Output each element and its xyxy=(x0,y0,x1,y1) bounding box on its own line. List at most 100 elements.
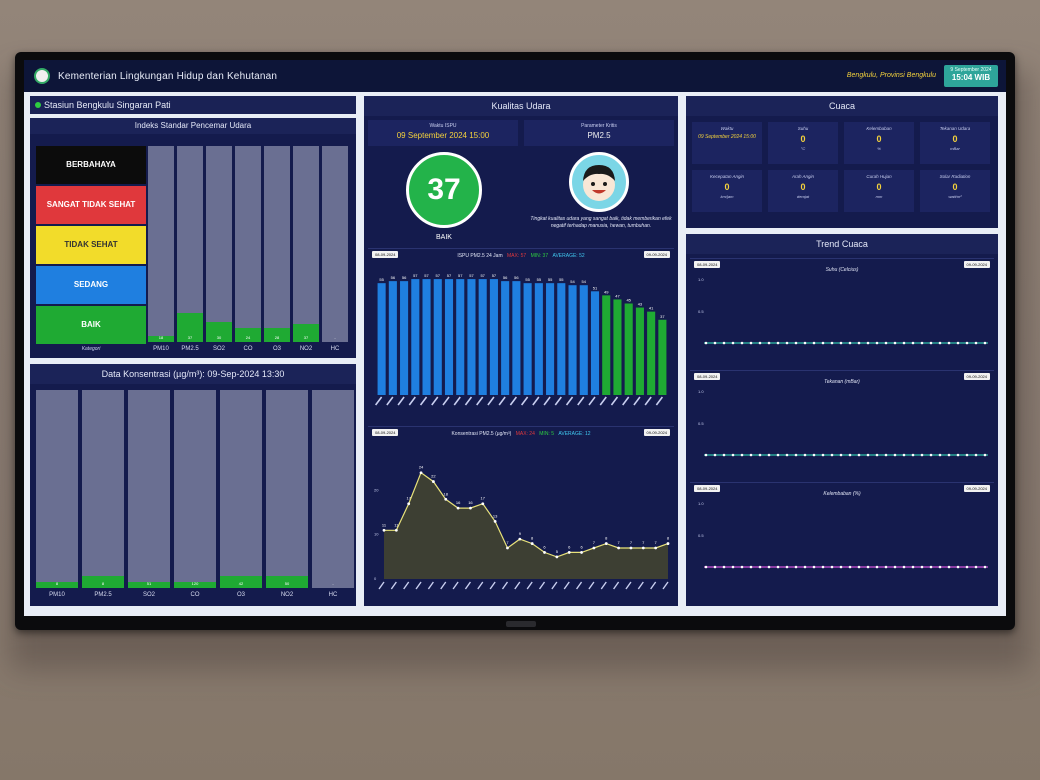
weather-item-label: Waktu xyxy=(720,126,734,131)
trend-date-to[interactable]: 09-09-2024 xyxy=(963,261,990,268)
column-label: CO xyxy=(243,346,253,352)
trend-point xyxy=(740,341,744,345)
weather-item-value: 0 xyxy=(876,134,882,144)
ispu-bar-label: 55 xyxy=(559,277,564,282)
trend-date-from[interactable]: 08-09-2024 xyxy=(694,261,721,268)
pm25-point xyxy=(530,542,534,545)
pm25-x-tick xyxy=(526,581,533,590)
waktu-ispu-label: Waktu ISPU xyxy=(429,123,457,129)
pm25-point-label: 6 xyxy=(543,544,546,549)
trend-point xyxy=(983,565,987,569)
trend-point xyxy=(713,453,717,457)
column-bg xyxy=(128,390,170,588)
pm25-point-label: 7 xyxy=(642,540,645,545)
chart1-date-from[interactable]: 08-09-2024 xyxy=(372,251,399,258)
ispu-category-1: SANGAT TIDAK SEHAT xyxy=(36,186,146,224)
pm25-point-label: 11 xyxy=(394,522,399,527)
trend-date-from[interactable]: 08-09-2024 xyxy=(694,373,721,380)
pm25-point xyxy=(555,555,559,559)
weather-item-label: Kelembaban xyxy=(866,126,892,131)
chart2-date-from[interactable]: 08-09-2024 xyxy=(372,429,399,436)
trend-point xyxy=(776,565,780,569)
trend-point xyxy=(893,453,897,457)
pm25-point-label: 5 xyxy=(556,549,559,554)
ispu-x-tick xyxy=(431,396,439,406)
ispu-x-tick xyxy=(464,396,473,406)
ispu-bar-label: 56 xyxy=(402,275,407,280)
station-title: Stasiun Bengkulu Singaran Pati xyxy=(30,96,356,114)
trend-point xyxy=(857,453,861,457)
chart1-date-to[interactable]: 09-09-2024 xyxy=(643,251,670,258)
status-dot-icon xyxy=(35,102,41,108)
pm25-x-tick xyxy=(489,581,496,590)
trend-point xyxy=(965,453,969,457)
ispu-x-tick xyxy=(610,396,619,406)
pm25-x-tick xyxy=(637,581,644,590)
pm25-y-tick: 10 xyxy=(374,532,379,537)
pm25-x-tick xyxy=(538,581,546,590)
weather-item-label: Tekanan Udara xyxy=(939,126,971,131)
column-bg xyxy=(264,146,290,342)
ispu-bar xyxy=(613,299,622,395)
chart1-title: ISPU PM2.5 24 Jam xyxy=(457,253,503,259)
ispu-bar xyxy=(512,281,521,395)
trend-point xyxy=(731,341,735,345)
pm25-concentration-chart: 08-09-2024 09-09-2024 Konsentrasi PM2.5 … xyxy=(368,426,674,602)
ispu-x-tick xyxy=(532,396,540,406)
pm25-point xyxy=(567,551,571,554)
trend-date-to[interactable]: 09-09-2024 xyxy=(963,373,990,380)
pm25-point-label: 8 xyxy=(531,536,534,541)
trend-point xyxy=(704,341,708,345)
pm25-point-label: 17 xyxy=(406,496,411,501)
column-fill xyxy=(174,582,216,588)
trend-y-mid: 0.5 xyxy=(698,533,704,538)
weather-item-value: 0 xyxy=(800,134,806,144)
cuaca-panel: Cuaca Waktu 09 September 2024 15:00 Suhu 0 °… xyxy=(686,96,998,228)
weather-item: Suhu 0 °C xyxy=(768,122,838,164)
trend-point xyxy=(794,565,798,569)
chart2-header: Konsentrasi PM2.5 (µg/m³) MAX: 24 MIN: 5… xyxy=(368,431,674,437)
trend-date-to[interactable]: 09-09-2024 xyxy=(963,485,990,492)
column-fill xyxy=(266,576,308,588)
trend-point xyxy=(848,565,852,569)
column-label: NO2 xyxy=(299,346,313,352)
ispu-bar xyxy=(456,279,465,395)
ispu-bar-label: 55 xyxy=(525,277,530,282)
pm25-y-tick: 20 xyxy=(374,487,379,492)
trend-point xyxy=(938,341,942,345)
weather-item-unit: watt/m² xyxy=(948,194,962,199)
ispu-bar xyxy=(523,283,532,395)
trend-y-top: 1.0 xyxy=(698,389,704,394)
chart1-max: MAX: 57 xyxy=(507,253,527,259)
ispu-x-tick xyxy=(599,396,607,406)
ispu-bar-label: 57 xyxy=(436,273,441,278)
pm25-x-tick xyxy=(440,581,447,590)
column-bg xyxy=(220,390,262,588)
column-bg xyxy=(293,146,319,342)
weather-item: Arah Angin 0 derajat xyxy=(768,170,838,212)
trend-point xyxy=(848,453,852,457)
column-fill xyxy=(82,576,124,588)
pm25-point xyxy=(481,502,485,506)
ispu-bar-label: 55 xyxy=(379,277,384,282)
pm25-point-label: 7 xyxy=(655,540,658,545)
ispu-bar-label: 56 xyxy=(514,275,519,280)
pm25-point xyxy=(617,546,621,550)
pm25-x-tick xyxy=(501,581,509,590)
ispu-bar-label: 49 xyxy=(604,289,609,294)
trend-point xyxy=(911,453,915,457)
trend-date-from[interactable]: 08-09-2024 xyxy=(694,485,721,492)
waktu-ispu-box: Waktu ISPU 09 September 2024 15:00 xyxy=(368,120,518,146)
ispu-bar-label: 55 xyxy=(548,277,553,282)
pm25-point xyxy=(580,551,583,554)
chart2-date-to[interactable]: 09-09-2024 xyxy=(643,429,670,436)
pm25-point xyxy=(629,546,633,550)
weather-item: Tekanan Udara 0 mBar xyxy=(920,122,990,164)
weather-item-label: Suhu xyxy=(797,126,809,131)
weather-item-value: 0 xyxy=(724,182,730,192)
trend-point xyxy=(938,453,942,457)
trend-chart-title: Suhu (Celcius) xyxy=(825,267,859,273)
pm25-x-tick xyxy=(390,581,397,590)
ispu-bar xyxy=(501,281,510,395)
ispu-bar xyxy=(568,285,577,395)
